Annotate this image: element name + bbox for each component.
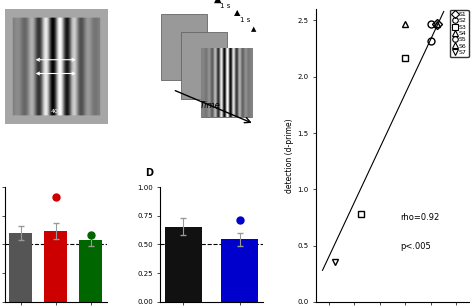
Text: ▲: ▲ (213, 0, 221, 3)
Text: 1 s: 1 s (219, 3, 230, 9)
Text: rho=0.92: rho=0.92 (401, 213, 439, 222)
FancyBboxPatch shape (181, 32, 227, 99)
Bar (165, 227, 201, 302)
Bar (80, 241, 102, 302)
FancyBboxPatch shape (162, 14, 208, 80)
Text: ▲: ▲ (251, 26, 256, 32)
Text: p<.005: p<.005 (401, 242, 431, 251)
FancyBboxPatch shape (201, 48, 252, 117)
Y-axis label: detection (d-prime): detection (d-prime) (285, 118, 294, 193)
Text: D: D (145, 168, 153, 178)
Legend: S1, S2, S3, S4, S5, S6, S7: S1, S2, S3, S4, S5, S6, S7 (450, 10, 469, 57)
Bar (45, 231, 67, 302)
Text: 1 s: 1 s (240, 17, 250, 23)
Text: Time: Time (199, 101, 220, 110)
Bar (221, 239, 258, 302)
Text: 40°: 40° (50, 109, 61, 114)
Text: ▲: ▲ (234, 8, 240, 17)
Bar (9, 233, 32, 302)
